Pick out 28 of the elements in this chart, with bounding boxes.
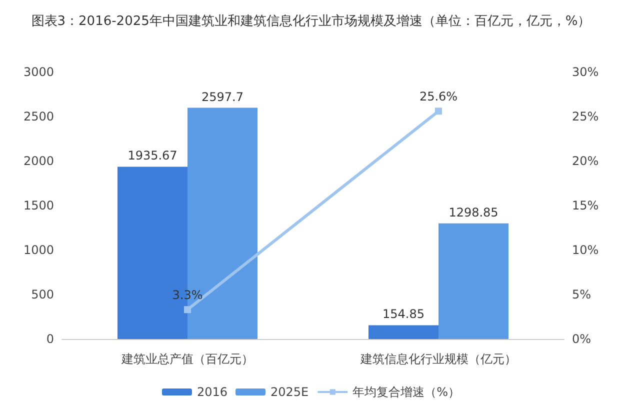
- data-label: 1935.67: [128, 148, 178, 163]
- y-tick-label: 500: [31, 288, 54, 302]
- y2-tick-label: 5%: [572, 288, 592, 302]
- data-label: 25.6%: [419, 90, 458, 104]
- x-tick-label: 建筑业总产值（百亿元）: [120, 352, 254, 366]
- data-label: 3.3%: [172, 288, 203, 302]
- y-tick-label: 3000: [23, 65, 54, 79]
- bar: [438, 223, 508, 339]
- y-tick-label: 2500: [23, 110, 54, 124]
- y2-tick-label: 10%: [572, 243, 599, 257]
- y2-tick-label: 30%: [572, 65, 599, 79]
- x-tick-label: 建筑信息化行业规模（亿元）: [360, 352, 516, 366]
- data-label: 2597.7: [202, 90, 244, 104]
- legend-label: 2025E: [270, 385, 309, 399]
- legend-label: 2016: [196, 385, 228, 399]
- y-tick-label: 2000: [23, 154, 54, 168]
- y-tick-label: 0: [46, 332, 54, 346]
- y2-tick-label: 15%: [572, 198, 599, 212]
- chart-title: 图表3：2016-2025年中国建筑业和建筑信息化行业市场规模及增速（单位：百亿元，亿元，%）: [31, 14, 591, 29]
- y-tick-label: 1000: [23, 243, 54, 257]
- bar: [368, 325, 438, 339]
- data-label: 154.85: [382, 307, 424, 322]
- data-label: 1298.85: [448, 205, 498, 220]
- y-tick-label: 1500: [23, 198, 54, 212]
- legend-label: 年均复合增速（%）: [352, 385, 460, 399]
- y2-tick-label: 25%: [572, 110, 599, 124]
- y2-tick-label: 0%: [572, 332, 592, 346]
- y2-tick-label: 20%: [572, 154, 599, 168]
